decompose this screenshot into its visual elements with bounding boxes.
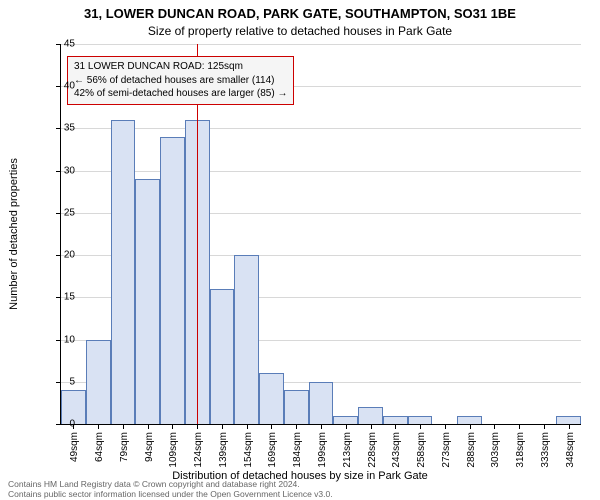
x-tick-mark — [123, 424, 124, 429]
y-tick-label: 10 — [45, 334, 75, 345]
annotation-line: 42% of semi-detached houses are larger (… — [74, 87, 287, 101]
y-tick-label: 20 — [45, 250, 75, 261]
x-tick-mark — [197, 424, 198, 429]
footer-line-2: Contains public sector information licen… — [8, 489, 333, 499]
x-tick-mark — [494, 424, 495, 429]
y-axis-label: Number of detached properties — [8, 158, 20, 310]
x-tick-mark — [445, 424, 446, 429]
x-tick-mark — [98, 424, 99, 429]
x-tick-mark — [371, 424, 372, 429]
x-tick-mark — [420, 424, 421, 429]
x-tick-mark — [544, 424, 545, 429]
histogram-bar — [383, 416, 408, 424]
histogram-bar — [333, 416, 358, 424]
y-tick-label: 5 — [45, 376, 75, 387]
histogram-bar — [309, 382, 334, 424]
footer-attribution: Contains HM Land Registry data © Crown c… — [8, 479, 333, 499]
chart-title: 31, LOWER DUNCAN ROAD, PARK GATE, SOUTHA… — [0, 6, 600, 21]
chart-subtitle: Size of property relative to detached ho… — [0, 24, 600, 38]
annotation-line: ← 56% of detached houses are smaller (11… — [74, 74, 287, 88]
y-tick-label: 45 — [45, 39, 75, 50]
histogram-bar — [259, 373, 284, 424]
x-tick-mark — [346, 424, 347, 429]
y-tick-label: 25 — [45, 207, 75, 218]
histogram-bar — [358, 407, 383, 424]
histogram-bar — [284, 390, 309, 424]
histogram-bar — [111, 120, 136, 424]
x-tick-mark — [148, 424, 149, 429]
y-tick-label: 0 — [45, 419, 75, 430]
x-tick-mark — [470, 424, 471, 429]
y-tick-label: 15 — [45, 292, 75, 303]
y-tick-label: 40 — [45, 81, 75, 92]
histogram-bar — [160, 137, 185, 424]
annotation-box: 31 LOWER DUNCAN ROAD: 125sqm← 56% of det… — [67, 56, 294, 105]
x-tick-mark — [569, 424, 570, 429]
x-tick-mark — [172, 424, 173, 429]
grid-line — [61, 128, 581, 129]
x-tick-mark — [395, 424, 396, 429]
y-tick-label: 30 — [45, 165, 75, 176]
plot-area: 31 LOWER DUNCAN ROAD: 125sqm← 56% of det… — [60, 44, 581, 425]
histogram-bar — [556, 416, 581, 424]
histogram-bar — [457, 416, 482, 424]
histogram-bar — [210, 289, 235, 424]
y-tick-label: 35 — [45, 123, 75, 134]
grid-line — [61, 44, 581, 45]
x-tick-mark — [321, 424, 322, 429]
annotation-line: 31 LOWER DUNCAN ROAD: 125sqm — [74, 60, 287, 74]
x-tick-mark — [222, 424, 223, 429]
x-tick-mark — [271, 424, 272, 429]
histogram-bar — [135, 179, 160, 424]
x-tick-mark — [296, 424, 297, 429]
histogram-bar — [408, 416, 433, 424]
x-tick-mark — [247, 424, 248, 429]
histogram-bar — [234, 255, 259, 424]
chart-container: 31, LOWER DUNCAN ROAD, PARK GATE, SOUTHA… — [0, 0, 600, 500]
footer-line-1: Contains HM Land Registry data © Crown c… — [8, 479, 333, 489]
histogram-bar — [86, 340, 111, 424]
x-tick-mark — [519, 424, 520, 429]
grid-line — [61, 171, 581, 172]
